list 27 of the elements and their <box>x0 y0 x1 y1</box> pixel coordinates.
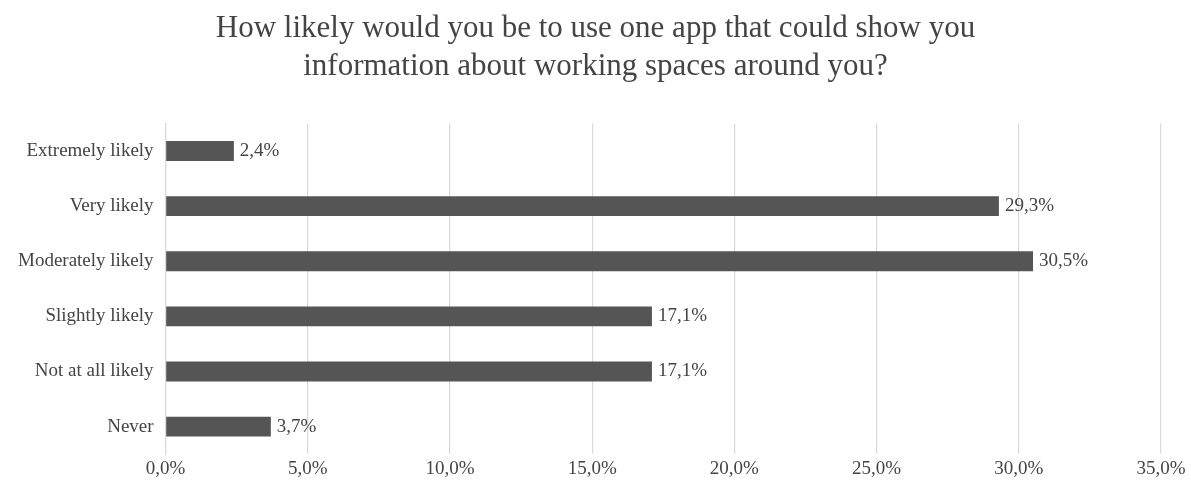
bar <box>166 141 234 161</box>
chart-title: How likely would you be to use one app that could show you information about working spaces around you? <box>214 8 977 84</box>
bar <box>166 416 271 437</box>
x-tick-label: 30,0% <box>994 456 1044 478</box>
y-tick-label: Not at all likely <box>34 359 155 381</box>
data-label: 29,3% <box>1004 194 1055 216</box>
x-tick-label: 20,0% <box>709 456 760 478</box>
bar <box>166 251 1034 272</box>
y-tick-label: Never <box>107 414 155 436</box>
bar <box>166 196 999 217</box>
bar <box>166 361 652 382</box>
x-tick-label: 5,0% <box>288 456 328 478</box>
y-tick-label: Slightly likely <box>45 304 155 326</box>
y-tick-label: Moderately likely <box>17 249 155 271</box>
x-tick-label: 35,0% <box>1136 456 1186 478</box>
data-label: 17,1% <box>657 359 708 381</box>
x-tick-label: 10,0% <box>425 456 475 478</box>
data-label: 3,7% <box>276 414 317 436</box>
data-label: 30,5% <box>1039 249 1089 271</box>
x-tick-label: 25,0% <box>852 456 902 478</box>
data-label: 17,1% <box>657 304 708 326</box>
x-tick-label: 0,0% <box>145 456 186 478</box>
x-tick-label: 15,0% <box>567 456 617 478</box>
y-tick-label: Very likely <box>69 194 155 216</box>
data-label: 2,4% <box>239 138 280 160</box>
y-tick-label: Extremely likely <box>26 138 155 160</box>
bar <box>166 306 652 327</box>
